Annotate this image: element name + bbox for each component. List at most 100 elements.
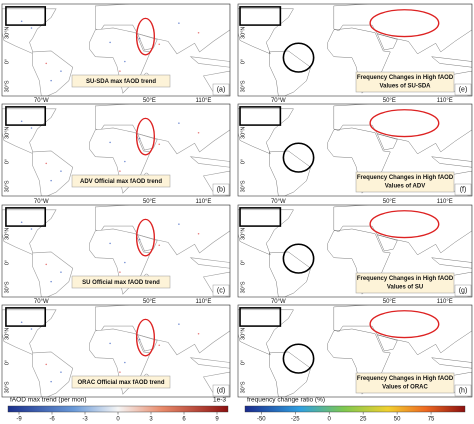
lon-label: 50°E — [143, 299, 156, 305]
lat-label: 30°S — [4, 381, 10, 393]
lat-label: 30°N — [240, 127, 246, 139]
lon-label: 70°W — [271, 199, 286, 205]
colorbar-right — [244, 405, 466, 413]
panel-frame — [237, 103, 473, 197]
lat-label: 0° — [240, 59, 246, 64]
lon-label: 50°E — [143, 199, 156, 205]
title-box — [355, 171, 455, 193]
colorbar-label: fAOD max trend (per mon) — [10, 397, 87, 404]
colorbar-tick-label: 50 — [394, 417, 401, 423]
panel-subtitle: Values of SU-SDA — [379, 84, 431, 90]
lat-label: 30°N — [240, 27, 246, 39]
panel-frame — [237, 304, 473, 398]
colorbar-tick-label: 0 — [116, 417, 120, 423]
letter-box — [212, 183, 230, 196]
lat-label: 30°N — [4, 27, 10, 39]
colorbar-tick-label: 6 — [182, 417, 186, 423]
lat-label: 30°S — [4, 80, 10, 92]
lat-label: 30°N — [4, 228, 10, 240]
panel-title: Frequency Changes in High fAOD — [357, 376, 454, 382]
panel-frame — [1, 304, 231, 398]
lon-label: 70°W — [34, 199, 49, 205]
panel-letter: (g) — [459, 287, 468, 294]
lat-label: 0° — [4, 360, 10, 365]
letter-box — [212, 384, 230, 397]
title-box — [355, 372, 455, 394]
title-box — [71, 74, 171, 88]
lon-label: 70°W — [34, 299, 49, 305]
lat-label: 30°S — [240, 180, 246, 192]
panel-frame — [1, 103, 231, 197]
colorbar-tick-label: 25 — [360, 417, 367, 423]
colorbar-tick-label: -9 — [16, 417, 22, 423]
panel-subtitle: Values of ORAC — [382, 385, 428, 391]
title-box — [71, 174, 171, 188]
title-box — [355, 71, 455, 93]
lat-label: 0° — [240, 360, 246, 365]
panel-letter: (d) — [217, 387, 226, 394]
letter-box — [212, 284, 230, 297]
colorbar-tick-label: 75 — [428, 417, 435, 423]
title-box — [355, 272, 455, 294]
colorbar-tick-label: 9 — [215, 417, 219, 423]
colorbar-left — [7, 405, 229, 413]
letter-box — [454, 384, 472, 397]
colorbar-tick-label: -25 — [291, 417, 300, 423]
panel-frame — [237, 204, 473, 298]
panel-letter: (a) — [217, 86, 226, 93]
panel-title: ORAC Official max fAOD trend — [77, 380, 164, 386]
colorbar-exponent: 1e-3 — [213, 397, 226, 404]
title-box — [71, 275, 171, 289]
lon-label: 50°E — [383, 98, 396, 104]
lat-label: 0° — [240, 260, 246, 265]
lon-label: 110°E — [195, 98, 211, 104]
panel-letter: (h) — [459, 387, 468, 394]
letter-box — [454, 83, 472, 96]
lon-label: 110°E — [437, 299, 453, 305]
panel-letter: (b) — [217, 186, 226, 193]
lon-label: 110°E — [195, 199, 211, 205]
lat-label: 30°N — [240, 328, 246, 340]
title-box — [71, 375, 171, 389]
panel-frame — [1, 3, 231, 97]
lon-label: 110°E — [195, 299, 211, 305]
lat-label: 0° — [4, 260, 10, 265]
panel-letter: (f) — [460, 186, 467, 193]
lon-label: 50°E — [143, 98, 156, 104]
letter-box — [454, 183, 472, 196]
lon-label: 110°E — [437, 98, 453, 104]
lat-label: 30°S — [240, 381, 246, 393]
lon-label: 50°E — [383, 299, 396, 305]
colorbar-label: frequency change ratio (%) — [247, 397, 325, 404]
panel-title: SU-SDA max fAOD trend — [86, 79, 156, 85]
panel-subtitle: Values of ADV — [385, 184, 425, 190]
lon-label: 70°W — [34, 98, 49, 104]
colorbar-tick-label: -3 — [82, 417, 88, 423]
lon-label: 110°E — [437, 199, 453, 205]
panel-frame — [1, 204, 231, 298]
panel-letter: (c) — [217, 287, 225, 294]
colorbar-tick-label: -6 — [49, 417, 55, 423]
lon-label: 50°E — [383, 199, 396, 205]
panel-title: ADV Official max fAOD trend — [80, 179, 162, 185]
lon-label: 70°W — [271, 98, 286, 104]
lat-label: 30°S — [240, 80, 246, 92]
lat-label: 30°N — [240, 228, 246, 240]
lat-label: 30°S — [4, 180, 10, 192]
colorbar-tick-label: 3 — [149, 417, 153, 423]
panel-letter: (e) — [459, 86, 468, 93]
letter-box — [454, 284, 472, 297]
lat-label: 0° — [240, 159, 246, 164]
lat-label: 30°S — [4, 281, 10, 293]
panel-title: Frequency Changes in High fAOD — [357, 175, 454, 181]
lat-label: 30°S — [240, 281, 246, 293]
lat-label: 0° — [4, 59, 10, 64]
panel-frame — [237, 3, 473, 97]
panel-title: SU Official max fAOD trend — [82, 280, 160, 286]
lat-label: 30°N — [4, 127, 10, 139]
panel-subtitle: Values of SU — [387, 285, 423, 291]
colorbar-tick-label: 0 — [328, 417, 332, 423]
panel-title: Frequency Changes in High fAOD — [357, 75, 454, 81]
letter-box — [212, 83, 230, 96]
